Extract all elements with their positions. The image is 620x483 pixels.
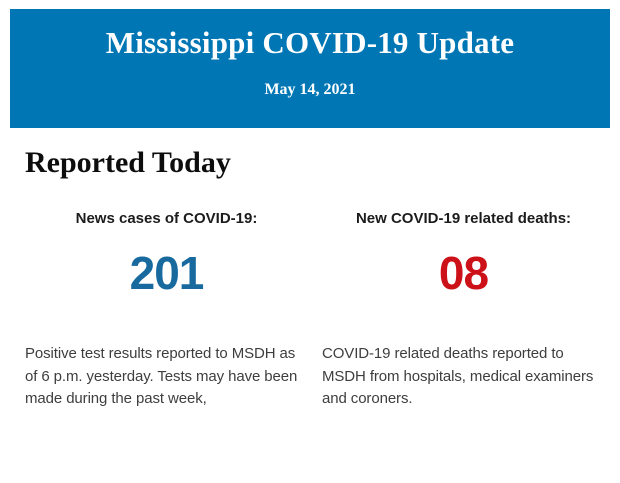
new-cases-label: News cases of COVID-19: xyxy=(75,210,258,227)
stat-new-cases: News cases of COVID-19: 201 Positive tes… xyxy=(25,210,308,411)
new-cases-description: Positive test results reported to MSDH a… xyxy=(25,345,298,407)
new-deaths-description: COVID-19 related deaths reported to MSDH… xyxy=(322,345,594,407)
page-title: Mississippi COVID-19 Update xyxy=(105,25,515,60)
new-deaths-label: New COVID-19 related deaths: xyxy=(355,210,572,227)
header-date: May 14, 2021 xyxy=(264,81,356,98)
new-deaths-value: 08 xyxy=(438,247,489,299)
new-cases-value: 201 xyxy=(129,247,205,299)
main-content: Reported Today News cases of COVID-19: 2… xyxy=(10,145,610,411)
stat-new-deaths: New COVID-19 related deaths: 08 COVID-19… xyxy=(322,210,605,411)
stats-columns: News cases of COVID-19: 201 Positive tes… xyxy=(25,210,605,411)
section-title: Reported Today xyxy=(25,146,231,179)
header-banner: Mississippi COVID-19 Update May 14, 2021 xyxy=(10,9,610,128)
